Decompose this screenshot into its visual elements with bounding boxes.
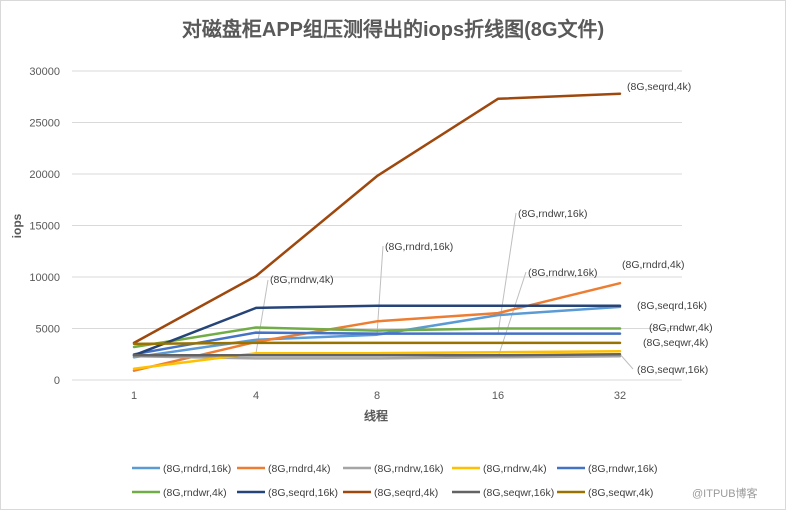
series-line — [132, 341, 622, 346]
y-tick-label: 25000 — [29, 118, 60, 130]
legend-label: (8G,seqrd,16k) — [268, 487, 338, 499]
series-line — [132, 353, 622, 357]
annotation-label: (8G,rndwr,4k) — [649, 322, 713, 334]
series-line — [132, 331, 622, 356]
x-tick-label: 4 — [253, 390, 259, 402]
x-axis-ticks: 1 4 8 16 32 — [131, 390, 626, 402]
legend-label: (8G,rndrw,4k) — [483, 463, 547, 475]
series-line — [132, 326, 622, 349]
legend-label: (8G,rndrd,16k) — [163, 463, 231, 475]
y-tick-label: 5000 — [36, 324, 60, 336]
y-tick-label: 30000 — [29, 66, 60, 78]
y-axis-title: iops — [10, 213, 24, 238]
y-tick-label: 20000 — [29, 169, 60, 181]
legend-label: (8G,rndwr,4k) — [163, 487, 227, 499]
annotation-leaders — [255, 212, 634, 370]
annotation-label: (8G,rndrw,4k) — [270, 274, 334, 286]
chart-title: 对磁盘柜APP组压测得出的iops折线图(8G文件) — [182, 17, 604, 41]
legend: (8G,rndrd,16k) (8G,rndrd,4k) (8G,rndrw,16k… — [132, 463, 657, 499]
annotation-label: (8G,rndrd,4k) — [622, 259, 684, 271]
annotation-leader — [376, 245, 384, 335]
annotations: (8G,seqrd,4k) (8G,rndwr,16k) (8G,rndrd,16k… — [270, 81, 713, 376]
x-axis-title: 线程 — [364, 408, 388, 423]
x-tick-label: 1 — [131, 390, 137, 402]
watermark: @ITPUB博客 — [692, 486, 758, 500]
annotation-label: (8G,seqrd,16k) — [637, 300, 707, 312]
series-line — [132, 304, 622, 357]
annotation-label: (8G,rndrd,16k) — [385, 241, 453, 253]
legend-label: (8G,rndrd,4k) — [268, 463, 330, 475]
x-tick-label: 32 — [614, 390, 626, 402]
annotation-leader — [619, 353, 634, 370]
series-line — [132, 281, 622, 372]
annotation-label: (8G,rndrw,16k) — [528, 267, 597, 279]
legend-label: (8G,seqwr,4k) — [588, 487, 653, 499]
series-lines — [132, 92, 622, 372]
series-line — [132, 349, 622, 370]
legend-label: (8G,rndwr,16k) — [588, 463, 657, 475]
annotation-label: (8G,seqwr,16k) — [637, 364, 708, 376]
x-tick-label: 8 — [374, 390, 380, 402]
annotation-label: (8G,seqwr,4k) — [643, 337, 708, 349]
y-tick-label: 15000 — [29, 221, 60, 233]
annotation-label: (8G,rndwr,16k) — [518, 208, 587, 220]
y-axis-ticks: 0 5000 10000 15000 20000 25000 30000 — [29, 66, 60, 387]
legend-label: (8G,seqrd,4k) — [374, 487, 438, 499]
x-tick-label: 16 — [492, 390, 504, 402]
y-tick-label: 0 — [54, 375, 60, 387]
series-line — [132, 92, 622, 345]
y-tick-label: 10000 — [29, 272, 60, 284]
annotation-label: (8G,seqrd,4k) — [627, 81, 691, 93]
legend-label: (8G,seqwr,16k) — [483, 487, 554, 499]
legend-label: (8G,rndrw,16k) — [374, 463, 443, 475]
series-line — [132, 355, 622, 360]
